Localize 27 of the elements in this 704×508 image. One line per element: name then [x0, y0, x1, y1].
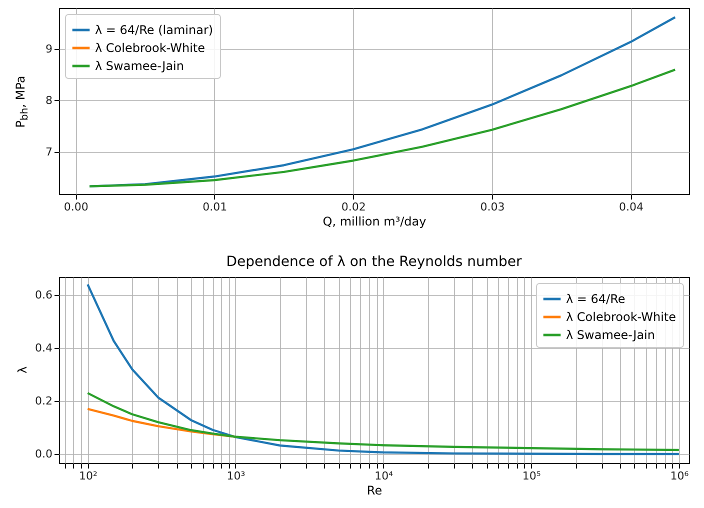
y-tick-label: 7: [46, 145, 52, 158]
y-tick-label: 8: [46, 94, 52, 107]
x-axis-title: Re: [366, 484, 382, 498]
x-tick-label: 0.01: [202, 200, 228, 214]
x-tick-label: 0.04: [618, 200, 644, 214]
x-tick-label: 10²: [78, 470, 98, 482]
legend-label: λ Colebrook-White: [95, 41, 206, 55]
x-tick-label: 0.02: [341, 200, 366, 214]
x-tick-label: 10⁶: [670, 470, 690, 482]
chart-title: Dependence of λ on the Reynolds number: [226, 254, 522, 270]
y-tick-label: 0.0: [35, 447, 52, 460]
y-tick-label: 0.6: [35, 288, 52, 302]
x-tick-label: 10⁵: [522, 470, 541, 482]
x-tick-label: 10⁴: [374, 470, 394, 482]
x-tick-label: 0.03: [480, 200, 505, 214]
legend-label: λ Swamee-Jain: [95, 59, 184, 73]
y-axis-title: λ: [15, 366, 30, 374]
legend-label: λ = 64/Re: [566, 292, 626, 306]
y-tick-label: 0.2: [35, 394, 52, 408]
x-tick-label: 10³: [226, 470, 246, 482]
y-tick-label: 9: [46, 42, 52, 56]
y-tick-label: 0.4: [35, 342, 52, 355]
x-tick-label: 0.00: [64, 200, 88, 214]
legend-label: λ Colebrook-White: [566, 310, 676, 324]
x-axis-title: Q, million m³/day: [322, 214, 426, 228]
legend-label: λ = 64/Re (laminar): [95, 23, 214, 37]
legend-label: λ Swamee-Jain: [566, 328, 655, 342]
